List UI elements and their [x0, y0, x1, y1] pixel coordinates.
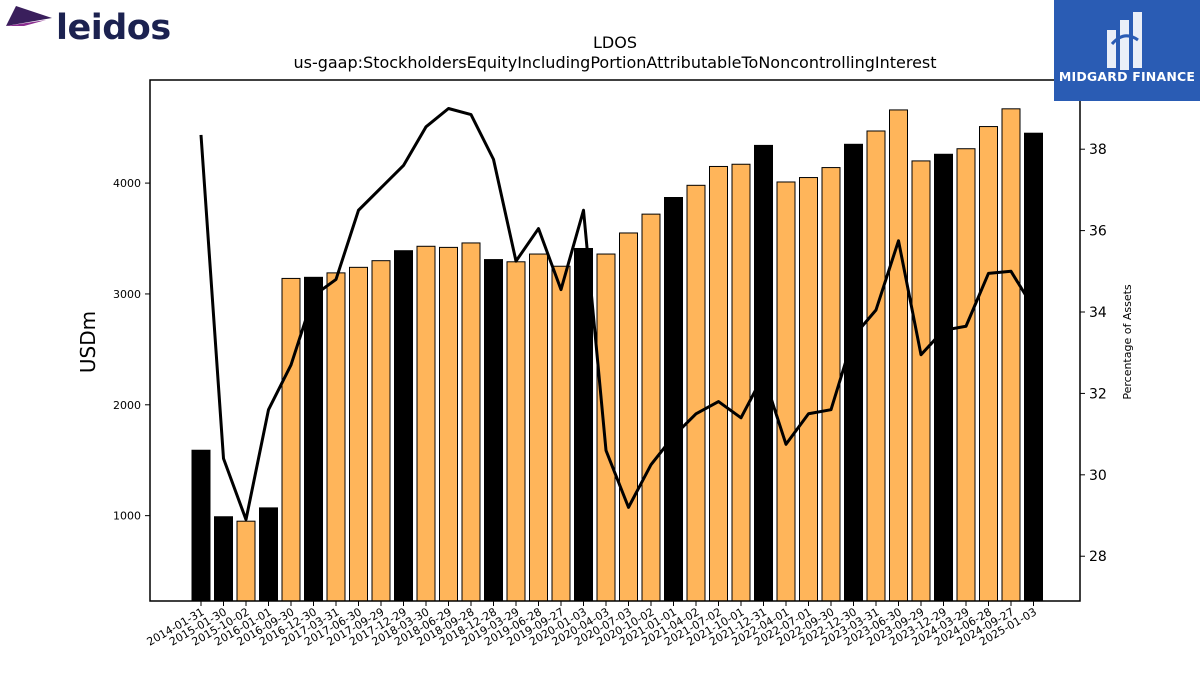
axes-layer: 10002000300040002830323436382014-01-3120… — [113, 79, 1107, 649]
plot-frame — [149, 79, 1081, 602]
bar-2018-06-29 — [439, 246, 458, 602]
bar-2022-04-01 — [776, 181, 796, 602]
leidos-logo: leidos — [6, 4, 176, 50]
bar-2023-06-30 — [889, 109, 908, 602]
bar-2022-07-01 — [799, 177, 818, 602]
bar-2014-01-31 — [191, 449, 211, 602]
bar-2016-12-30 — [304, 276, 323, 602]
leidos-wordmark: leidos — [56, 8, 171, 48]
bars-layer — [191, 108, 1043, 602]
y-tick-label: 1000 — [113, 510, 141, 523]
bar-2024-09-27 — [1001, 108, 1021, 602]
bar-2023-09-29 — [911, 160, 931, 602]
bar-2019-06-28 — [529, 253, 548, 602]
bar-2017-12-29 — [394, 250, 413, 602]
bar-2017-03-31 — [326, 272, 346, 602]
bar-2020-10-02 — [641, 213, 661, 602]
y2-axis-label: Percentage of Assets — [1121, 284, 1134, 400]
chart-subtitle: us-gaap:StockholdersEquityIncludingPorti… — [293, 53, 936, 72]
bar-2016-01-01 — [259, 507, 278, 602]
bar-2021-10-01 — [731, 163, 751, 602]
y2-tick-label: 36 — [1089, 224, 1107, 240]
bar-2016-09-30 — [281, 277, 301, 602]
bar-2015-01-30 — [214, 516, 233, 602]
y-tick-label: 3000 — [113, 288, 141, 301]
y-tick-label: 2000 — [113, 399, 141, 412]
bar-2017-09-29 — [371, 260, 391, 602]
chart-title: LDOS — [593, 33, 637, 52]
bar-2021-07-02 — [709, 165, 728, 602]
midgard-finance-logo: MIDGARD FINANCE — [1054, 0, 1200, 101]
bar-2018-12-28 — [484, 259, 503, 602]
y2-tick-label: 30 — [1089, 468, 1107, 484]
y-tick-label: 4000 — [113, 177, 141, 190]
bar-2019-09-27 — [551, 265, 571, 602]
bar-2020-04-03 — [596, 253, 616, 602]
bar-2024-06-28 — [979, 126, 998, 602]
bar-2021-01-01 — [664, 197, 683, 602]
bar-2019-03-29 — [506, 261, 526, 602]
y2-tick-label: 38 — [1089, 142, 1107, 158]
leidos-mark-icon — [6, 6, 52, 26]
bar-2015-10-02 — [236, 520, 256, 602]
bar-2022-12-30 — [844, 143, 863, 602]
midgard-finance-text: MIDGARD FINANCE — [1058, 69, 1196, 84]
bar-2023-03-31 — [866, 130, 886, 602]
bar-2021-12-31 — [754, 144, 773, 602]
bar-2017-06-30 — [349, 266, 368, 602]
bar-2018-09-28 — [461, 242, 481, 602]
bar-2024-03-29 — [956, 148, 976, 602]
bar-2018-03-30 — [416, 245, 436, 602]
y2-tick-label: 28 — [1089, 549, 1107, 565]
bar-2020-07-03 — [619, 232, 638, 602]
y-axis-label: USDm — [76, 311, 100, 373]
bar-2021-04-02 — [686, 184, 706, 602]
bar-2023-12-29 — [934, 153, 953, 602]
bar-2025-01-03 — [1024, 132, 1043, 602]
midgard-mark-icon — [1107, 12, 1142, 70]
y2-tick-label: 32 — [1089, 386, 1107, 402]
line-layer — [199, 106, 1035, 522]
y2-tick-label: 34 — [1089, 305, 1107, 321]
percentage-line — [199, 106, 1035, 522]
bar-2020-01-03 — [574, 247, 593, 602]
